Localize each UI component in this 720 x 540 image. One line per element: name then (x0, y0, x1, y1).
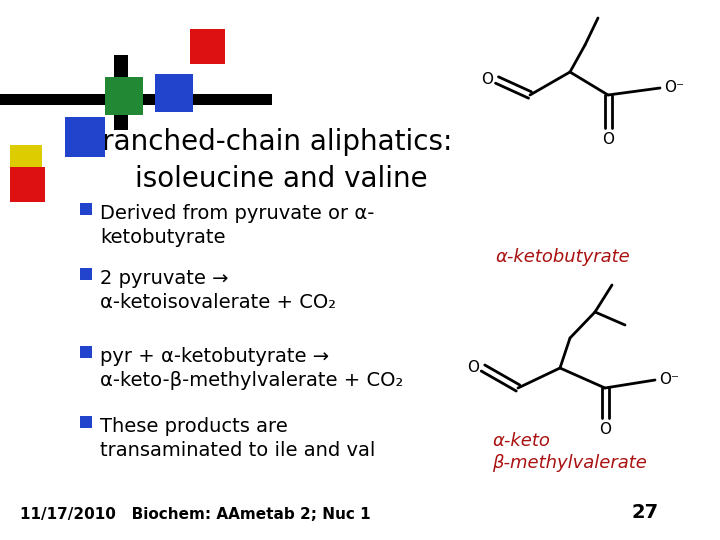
Bar (10, 145, 42, 177)
Text: α-ketobutyrate: α-ketobutyrate (495, 248, 630, 266)
Text: O: O (602, 132, 614, 147)
Text: O: O (467, 361, 479, 375)
Text: pyr + α-ketobutyrate →
α-keto-β-methylvalerate + CO₂: pyr + α-ketobutyrate → α-keto-β-methylva… (100, 347, 403, 390)
Bar (190, 29, 225, 64)
Text: 27: 27 (631, 503, 659, 522)
Bar (80, 203, 92, 215)
Text: Derived from pyruvate or α-
ketobutyrate: Derived from pyruvate or α- ketobutyrate (100, 204, 374, 247)
Bar (105, 77, 143, 115)
Text: 11/17/2010   Biochem: AAmetab 2; Nuc 1: 11/17/2010 Biochem: AAmetab 2; Nuc 1 (19, 507, 370, 522)
Bar (80, 346, 92, 358)
Text: O: O (599, 422, 611, 437)
Text: These products are
transaminated to ile and val: These products are transaminated to ile … (100, 417, 375, 460)
Text: 2 pyruvate →
α-ketoisovalerate + CO₂: 2 pyruvate → α-ketoisovalerate + CO₂ (100, 269, 336, 312)
Text: O⁻: O⁻ (664, 80, 684, 96)
Bar (114, 55, 128, 130)
Text: O: O (481, 72, 493, 87)
Text: isoleucine and valine: isoleucine and valine (135, 165, 428, 193)
Bar (80, 416, 92, 428)
Bar (0, 94, 272, 105)
Bar (155, 74, 193, 112)
Bar (80, 268, 92, 280)
Text: α-keto
β-methylvalerate: α-keto β-methylvalerate (492, 432, 647, 472)
Text: Branched-chain aliphatics:: Branched-chain aliphatics: (83, 128, 452, 156)
Bar (65, 117, 105, 157)
Text: O⁻: O⁻ (659, 373, 679, 388)
Bar (10, 167, 45, 202)
